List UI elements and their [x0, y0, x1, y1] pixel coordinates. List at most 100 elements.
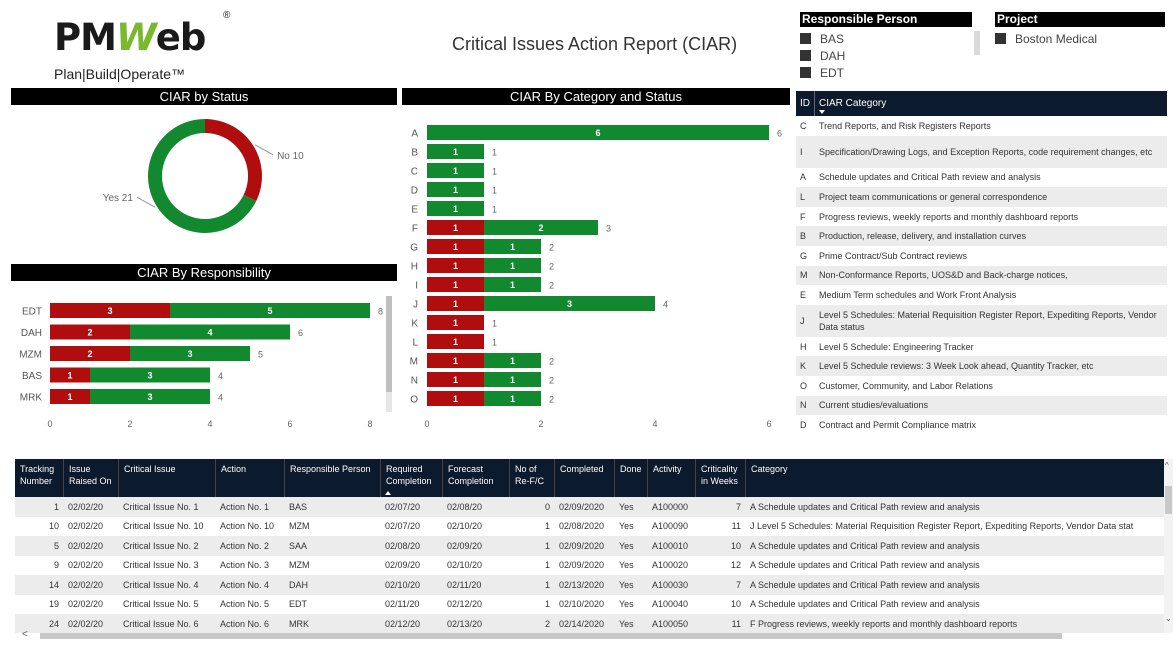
bar-total-label: 1: [492, 319, 497, 329]
bar-data-label: 3: [107, 306, 112, 316]
table-horizontal-scroll-thumb[interactable]: [40, 633, 1062, 639]
chart-scrollbar-thumb[interactable]: [386, 296, 392, 392]
column-header[interactable]: Criticality in Weeks: [695, 459, 745, 497]
category-row[interactable]: F Progress reviews, weekly reports and mo…: [796, 207, 1167, 227]
donut-leader-line: [254, 144, 274, 156]
category-row[interactable]: B Production, release, delivery, and inst…: [796, 226, 1167, 246]
table-cell: 7: [735, 501, 741, 512]
table-row[interactable]: 14 02/02/20 Critical Issue No. 4 Action No.…: [15, 575, 1165, 595]
bar-segment-yes: [130, 346, 250, 361]
bar-data-label: 2: [87, 349, 92, 359]
table-row[interactable]: 10 02/02/20 Critical Issue No. 10 Action No…: [15, 517, 1165, 537]
scroll-left-icon[interactable]: <: [22, 629, 28, 640]
table-cell: MRK: [289, 618, 309, 629]
column-header[interactable]: No of Re-F/C: [509, 459, 554, 497]
table-row[interactable]: 5 02/02/20 Critical Issue No. 2 Action No. …: [15, 536, 1165, 556]
checkbox-icon[interactable]: [995, 33, 1006, 44]
bar-data-label: 5: [267, 306, 272, 316]
column-header[interactable]: Tracking Number: [20, 464, 55, 486]
bar-total-label: 6: [777, 129, 782, 139]
checkbox-icon[interactable]: [800, 67, 811, 78]
category-description: Level 5 Schedule reviews: 3 Week Look ah…: [819, 361, 1094, 372]
category-row[interactable]: O Customer, Community, and Labor Relation…: [796, 376, 1167, 396]
bar-data-label: 1: [453, 223, 458, 233]
column-header-id[interactable]: ID: [800, 98, 810, 109]
table-cell: J Level 5 Schedules: Material Requisitio…: [750, 521, 1134, 532]
table-row[interactable]: 19 02/02/20 Critical Issue No. 5 Action No.…: [15, 595, 1165, 615]
column-header[interactable]: Responsible Person: [284, 459, 380, 497]
table-cell: 02/12/20: [447, 599, 483, 610]
table-cell: 14: [48, 579, 59, 590]
category-row[interactable]: I Specification/Drawing Logs, and Excepti…: [796, 135, 1167, 168]
x-tick-label: 0: [47, 419, 52, 429]
table-cell: 02/13/2020: [559, 579, 605, 590]
bar-segment-yes: [484, 220, 598, 235]
bar-segment-yes: [484, 372, 541, 387]
table-cell: 02/10/20: [385, 579, 421, 590]
bar-segment-no: [427, 239, 484, 254]
sort-ascending-icon[interactable]: [385, 491, 391, 495]
slicer-option[interactable]: Boston Medical: [995, 30, 1165, 47]
scroll-down-icon[interactable]: ⌄: [1165, 614, 1172, 623]
table-cell: A Schedule updates and Critical Path rev…: [750, 540, 980, 551]
column-header[interactable]: Critical Issue: [118, 459, 215, 497]
category-row[interactable]: K Level 5 Schedule reviews: 3 Week Look a…: [796, 356, 1167, 376]
bar-segment-yes: [484, 239, 541, 254]
table-cell: Action No. 1: [220, 501, 270, 512]
column-header[interactable]: Required Completion: [380, 459, 442, 497]
table-row[interactable]: 9 02/02/20 Critical Issue No. 3 Action No. …: [15, 556, 1165, 576]
column-header[interactable]: Action: [215, 459, 284, 497]
bar-data-label: 1: [453, 337, 458, 347]
table-vertical-scroll-thumb[interactable]: [1165, 486, 1172, 514]
bar-segment-no: [50, 303, 170, 318]
slicer-option-label: EDT: [820, 65, 844, 80]
table-vertical-scrollbar[interactable]: [1164, 459, 1173, 633]
category-row[interactable]: H Level 5 Schedule: Engineering Tracker: [796, 337, 1167, 357]
category-row[interactable]: M Non-Conformance Reports, UOS&D and Back…: [796, 265, 1167, 286]
bar-segment-no: [50, 346, 130, 361]
category-description: Project team communications or general c…: [819, 191, 1048, 202]
category-row[interactable]: G Prime Contract/Sub Contract reviews: [796, 246, 1167, 266]
table-cell: Action No. 3: [220, 560, 270, 571]
table-cell: SAA: [289, 540, 308, 551]
category-row[interactable]: E Medium Term schedules and Work Front An…: [796, 285, 1167, 305]
category-row[interactable]: L Project team communications or general …: [796, 187, 1167, 207]
table-cell: MZM: [289, 521, 310, 532]
category-row[interactable]: C Trend Reports, and Risk Registers Repor…: [796, 116, 1167, 136]
sort-descending-icon[interactable]: [819, 110, 825, 114]
donut-slice-no: [205, 119, 263, 202]
category-row[interactable]: A Schedule updates and Critical Path revi…: [796, 168, 1167, 188]
bar-data-label: 1: [510, 375, 515, 385]
category-id: F: [800, 211, 806, 222]
bar-data-label: 1: [510, 394, 515, 404]
table-cell: 02/08/20: [385, 540, 421, 551]
column-header[interactable]: Activity: [647, 459, 695, 497]
scroll-up-icon[interactable]: ^: [1165, 461, 1169, 470]
slicer-scrollbar[interactable]: [974, 31, 980, 55]
column-header-category[interactable]: CIAR Category: [814, 91, 886, 116]
status-chart-header: CIAR by Status: [11, 88, 397, 105]
column-header[interactable]: Category: [745, 459, 1165, 497]
category-row[interactable]: N Current studies/evaluations: [796, 395, 1167, 416]
category-row[interactable]: D Contract and Permit Compliance matrix: [796, 415, 1167, 435]
bar-total-label: 4: [218, 371, 223, 381]
slicer-option[interactable]: DAH: [800, 47, 972, 64]
table-cell: 10: [48, 521, 59, 532]
table-row[interactable]: 24 02/02/20 Critical Issue No. 6 Action No.…: [15, 614, 1165, 633]
slicer-option[interactable]: BAS: [800, 30, 972, 47]
table-cell: 02/09/2020: [559, 501, 605, 512]
checkbox-icon[interactable]: [800, 33, 811, 44]
column-header[interactable]: Done: [614, 459, 647, 497]
slicer-option[interactable]: EDT: [800, 64, 972, 81]
column-header[interactable]: Completed: [554, 459, 614, 497]
bar-data-label: 1: [453, 185, 458, 195]
checkbox-icon[interactable]: [800, 50, 811, 61]
table-row[interactable]: 1 02/02/20 Critical Issue No. 1 Action No. …: [15, 497, 1165, 517]
table-cell: Yes: [619, 540, 634, 551]
column-header[interactable]: Issue Raised On: [63, 459, 118, 497]
slicer-option-label: Boston Medical: [1015, 31, 1098, 46]
table-cell: Critical Issue No. 6: [123, 618, 199, 629]
column-header[interactable]: Forecast Completion: [442, 459, 509, 497]
category-row[interactable]: J Level 5 Schedules: Material Requisition…: [796, 304, 1167, 337]
table-cell: Yes: [619, 618, 634, 629]
